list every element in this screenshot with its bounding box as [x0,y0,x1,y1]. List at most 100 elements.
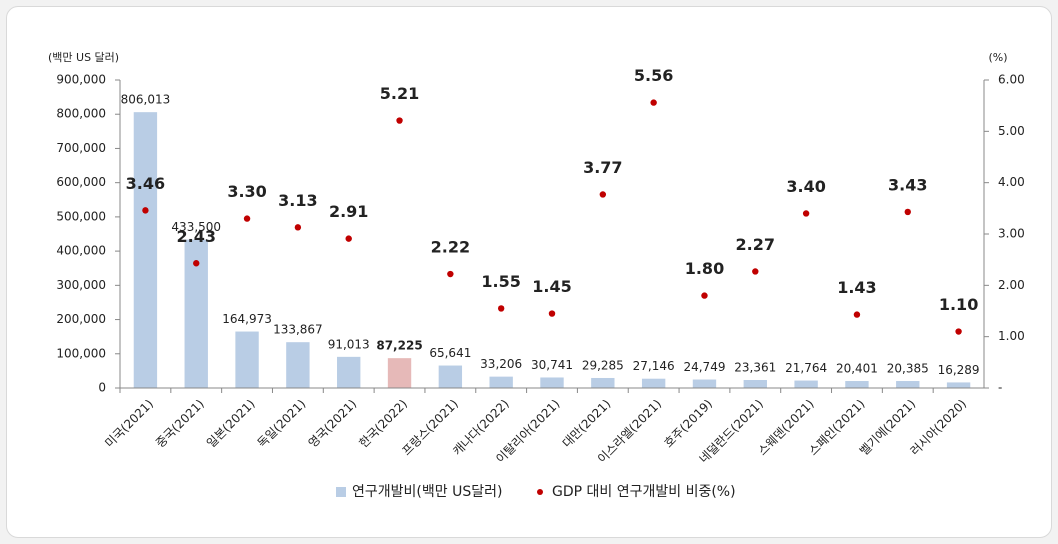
y-tick-label: 500,000 [56,209,106,223]
dot [243,215,251,222]
dot-value-label: 3.30 [227,182,266,201]
y2-tick-label: 3.00 [998,227,1025,241]
dot [548,310,556,317]
dot-value-label: 2.22 [431,238,470,257]
bar-value-label: 806,013 [121,93,171,107]
bar-value-label: 21,764 [785,361,827,375]
bar [845,381,869,388]
y-tick-label: 700,000 [56,141,106,155]
bar-value-label: 33,206 [480,357,522,371]
dot-value-label: 3.46 [126,174,165,193]
dot-value-label: 1.55 [481,272,520,291]
y-tick-label: 800,000 [56,107,106,121]
dot-value-label: 5.21 [380,84,419,103]
bar-value-label: 433,500 [171,220,221,234]
dot [294,224,302,231]
dot [396,117,403,124]
dot-value-label: 3.13 [278,191,317,210]
dot-value-label: 1.45 [532,277,571,296]
dot [599,191,607,198]
bar [896,381,920,388]
dot-value-label: 1.10 [939,295,978,314]
y-tick-label: 600,000 [56,175,106,189]
bar-value-label: 24,749 [683,360,725,374]
dot-value-label: 3.43 [888,175,927,194]
bar [235,331,259,388]
y-axis-label: (백만 US 달러) [48,51,119,64]
bar-value-label: 133,867 [273,323,323,337]
x-tick-label: 미국(2021) [102,397,156,451]
dot-value-label: 2.91 [329,202,368,221]
dot-value-label: 5.56 [634,66,673,85]
bar-value-label: 23,361 [734,361,776,375]
bar [387,358,412,388]
legend-swatch [537,489,543,495]
dot-value-label: 3.77 [583,158,622,177]
bar [591,377,615,388]
x-tick-label: 호주(2019) [661,397,715,451]
y-tick-label: 400,000 [56,244,106,258]
y2-tick-label: 2.00 [998,278,1025,292]
y2-tick-label: 6.00 [998,73,1025,87]
dot-value-label: 1.80 [685,259,724,278]
x-tick-label: 영국(2021) [306,397,360,451]
y2-axis-label: (%) [988,51,1007,64]
bar [641,378,666,388]
y-tick-label: 200,000 [56,312,106,326]
dot [802,210,810,217]
dot [701,292,708,299]
bar [946,382,971,388]
dot-value-label: 3.40 [786,177,825,196]
bar [337,356,361,388]
x-tick-label: 대만(2021) [560,397,614,451]
bar [794,380,818,388]
bar-value-label: 164,973 [222,312,272,326]
bar [540,377,564,388]
x-tick-label: 일본(2021) [204,397,258,451]
legend-swatch [336,487,346,497]
bar [743,380,767,388]
y2-tick-label: 1.00 [998,329,1025,343]
bar [489,376,513,388]
dot [650,99,657,106]
y2-tick-label: 5.00 [998,124,1025,138]
y-tick-label: 300,000 [56,278,106,292]
bar-value-label: 65,641 [429,346,471,360]
legend-label: 연구개발비(백만 US달러) [352,484,502,500]
dot [447,270,454,278]
y-tick-label: 100,000 [56,346,106,360]
dot-value-label: 2.27 [736,235,775,254]
bar-value-label: 16,289 [938,363,980,377]
dot [955,328,962,335]
x-tick-label: 중국(2021) [153,397,207,451]
x-tick-label: 독일(2021) [255,397,309,451]
dot [853,311,861,318]
bar-value-label: 87,225 [376,339,422,353]
bar-value-label: 20,401 [836,362,878,376]
y-tick-label: 900,000 [56,73,106,87]
dot-value-label: 2.43 [176,227,215,246]
y2-tick-label: - [998,381,1002,395]
bar-value-label: 29,285 [582,358,624,372]
x-tick-label: 한국(2022) [356,397,410,451]
bar [438,365,463,388]
frame [6,6,1052,538]
bar [133,112,158,389]
y2-tick-label: 4.00 [998,175,1025,189]
bar [286,342,310,388]
dot-value-label: 1.43 [837,278,876,297]
bar-value-label: 30,741 [531,358,573,372]
dot [752,268,759,275]
dot [345,235,352,242]
bar-value-label: 20,385 [887,362,929,376]
dot [193,260,200,267]
legend-label: GDP 대비 연구개발비 비중(%) [552,484,736,500]
bar-value-label: 91,013 [328,337,370,351]
bar-value-label: 27,146 [633,359,675,373]
dot [142,207,149,214]
dot [497,305,505,312]
bar [692,379,717,388]
dot [904,208,911,216]
y-tick-label: 0 [98,381,106,395]
